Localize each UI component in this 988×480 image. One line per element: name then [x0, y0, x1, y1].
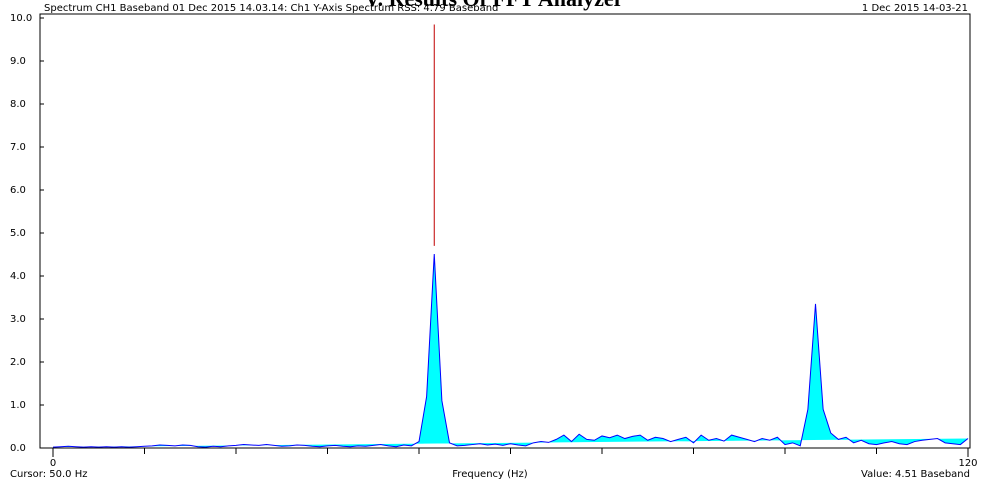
- page-title: V. Results Of FFT Analyzer: [365, 0, 624, 11]
- plot-frame: [39, 13, 971, 449]
- y-tick-label: 10.0: [10, 13, 32, 24]
- status-left: Cursor: 50.0 Hz: [10, 469, 87, 480]
- y-tick-label: 6.0: [10, 185, 26, 196]
- status-right: Value: 4.51 Baseband: [861, 469, 970, 480]
- spectrum-area: [52, 254, 969, 448]
- y-tick-label: 4.0: [10, 271, 26, 282]
- y-tick-label: 8.0: [10, 99, 26, 110]
- y-tick-label: 7.0: [10, 142, 26, 153]
- x-tick-label: 120: [958, 458, 977, 469]
- y-tick-label: 1.0: [10, 400, 26, 411]
- y-tick-label: 3.0: [10, 314, 26, 325]
- y-tick-label: 9.0: [10, 56, 26, 67]
- x-tick-label: 0: [50, 458, 56, 469]
- x-axis-label: Frequency (Hz): [452, 469, 528, 480]
- y-tick-label: 5.0: [10, 228, 26, 239]
- header-right: 1 Dec 2015 14-03-21: [862, 3, 968, 14]
- y-tick-label: 2.0: [10, 357, 26, 368]
- header-left: Spectrum CH1 Baseband 01 Dec 2015 14.03.…: [44, 3, 498, 14]
- y-tick-label: 0.0: [10, 443, 26, 454]
